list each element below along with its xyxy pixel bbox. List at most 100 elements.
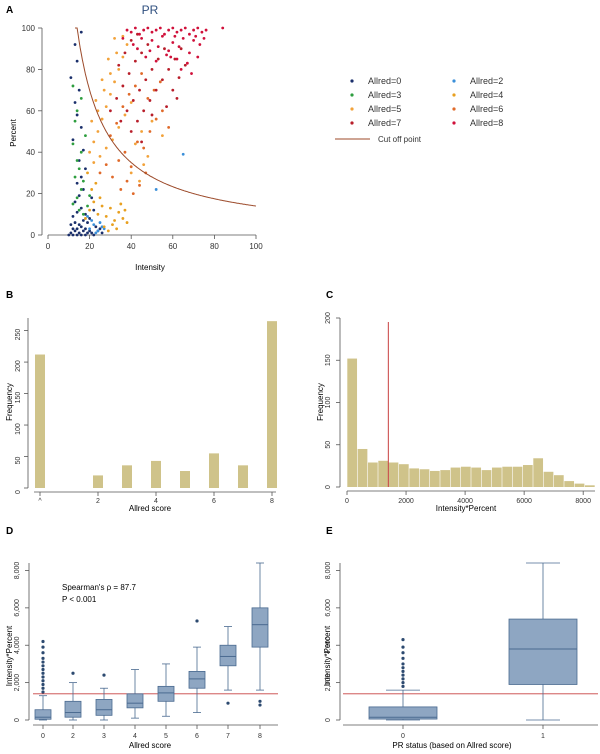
box-outlier — [401, 651, 405, 655]
scatter-point — [90, 188, 94, 191]
scatter-point — [111, 175, 114, 179]
box — [34, 709, 52, 720]
x-tick-label: 2 — [71, 733, 75, 740]
boxplot-panel-e: PR status (based on Allred score) Intens… — [323, 562, 598, 750]
scatter-point — [75, 233, 79, 237]
legend-label: Allred=0 — [368, 76, 401, 86]
scatter-point — [142, 163, 146, 167]
x-tick-label: 4 — [154, 498, 158, 505]
scatter-point — [98, 196, 102, 200]
scatter-point — [121, 34, 125, 38]
box-outlier — [41, 660, 45, 664]
scatter-point — [202, 36, 206, 40]
histogram-bar — [122, 465, 132, 488]
scatter-point — [140, 130, 144, 133]
scatter-point — [146, 43, 150, 46]
scatter-point — [115, 121, 119, 125]
scatter-point — [71, 142, 75, 146]
scatter-point — [79, 225, 83, 229]
box-outlier — [41, 682, 45, 687]
y-tick-label: 0 — [14, 718, 21, 722]
scatter-point — [94, 181, 98, 185]
scatter-point — [123, 51, 127, 55]
histogram-bar — [512, 466, 523, 487]
scatter-point — [150, 39, 154, 42]
scatter-point — [79, 96, 83, 100]
scatter-point — [88, 208, 91, 212]
chart-b-xlabel: Allred score — [129, 504, 172, 513]
scatter-point — [113, 80, 116, 84]
chart-c-xlabel: Intensity*Percent — [436, 504, 497, 513]
y-tick-label: 40 — [26, 148, 35, 157]
scatter-point — [104, 105, 108, 109]
scatter-point — [117, 159, 121, 162]
scatter-point — [117, 68, 121, 71]
histogram-bar — [440, 470, 451, 487]
box-outlier — [258, 703, 262, 707]
scatter-point — [102, 227, 106, 231]
scatter-point — [161, 34, 164, 38]
scatter-point — [79, 150, 83, 154]
scatter-point — [161, 78, 164, 82]
scatter-point — [84, 233, 87, 237]
scatter-point — [77, 88, 81, 92]
histogram-bar — [481, 470, 492, 487]
histogram-bar — [238, 465, 248, 488]
chart-d-spearman: Spearman's ρ = 87.7 — [62, 583, 136, 592]
histogram-bar — [564, 481, 575, 487]
x-tick-label: 6 — [195, 733, 199, 740]
histogram-bar — [347, 358, 358, 487]
scatter-point — [198, 43, 202, 46]
y-tick-label: 200 — [325, 312, 332, 324]
scatter-point — [183, 26, 187, 30]
chart-e-ylabel: Intensity*Percent — [323, 625, 332, 686]
scatter-point — [161, 109, 164, 113]
scatter-point — [109, 92, 112, 96]
box-outlier — [41, 675, 45, 679]
scatter-point — [92, 140, 96, 144]
scatter-point — [106, 229, 110, 233]
scatter-point — [167, 28, 171, 32]
scatter-point — [179, 47, 183, 51]
scatter-point — [79, 125, 83, 129]
scatter-point — [136, 119, 139, 123]
scatter-point — [138, 179, 141, 183]
scatter-point — [81, 212, 85, 216]
legend-label: Cut off point — [378, 135, 422, 144]
y-tick-label: 6,000 — [14, 599, 21, 617]
histogram-bar — [35, 354, 45, 488]
y-tick-label: 6,000 — [325, 599, 332, 617]
scatter-point — [119, 188, 123, 191]
scatter-point — [131, 99, 135, 102]
histogram-bar — [533, 458, 544, 487]
scatter-point — [100, 78, 104, 82]
scatter-point — [75, 159, 79, 162]
scatter-point — [86, 214, 89, 218]
legend-marker — [350, 79, 354, 83]
y-tick-label: 2,000 — [325, 674, 332, 692]
scatter-point — [148, 99, 152, 102]
scatter-point — [81, 179, 85, 183]
scatter-point — [165, 105, 168, 109]
histogram-bar — [180, 471, 190, 488]
scatter-point — [69, 223, 73, 227]
scatter-point — [125, 221, 129, 224]
scatter-point — [179, 28, 183, 32]
y-tick-label: 80 — [26, 65, 35, 74]
y-tick-label: 100 — [15, 423, 22, 435]
x-tick-label: 8 — [258, 733, 262, 740]
box — [219, 644, 237, 667]
scatter-point — [109, 134, 112, 138]
box-outlier — [226, 701, 230, 705]
legend-marker — [350, 107, 354, 111]
scatter-point — [131, 192, 135, 196]
x-tick-label: 0 — [41, 733, 45, 740]
scatter-point — [136, 32, 139, 36]
scatter-point — [119, 119, 123, 123]
scatter-point — [111, 223, 114, 227]
scatter-point — [102, 225, 106, 229]
histogram-bar — [151, 460, 161, 488]
scatter-point — [77, 194, 81, 198]
y-tick-label: 150 — [15, 392, 22, 404]
y-tick-label: 20 — [26, 190, 35, 199]
